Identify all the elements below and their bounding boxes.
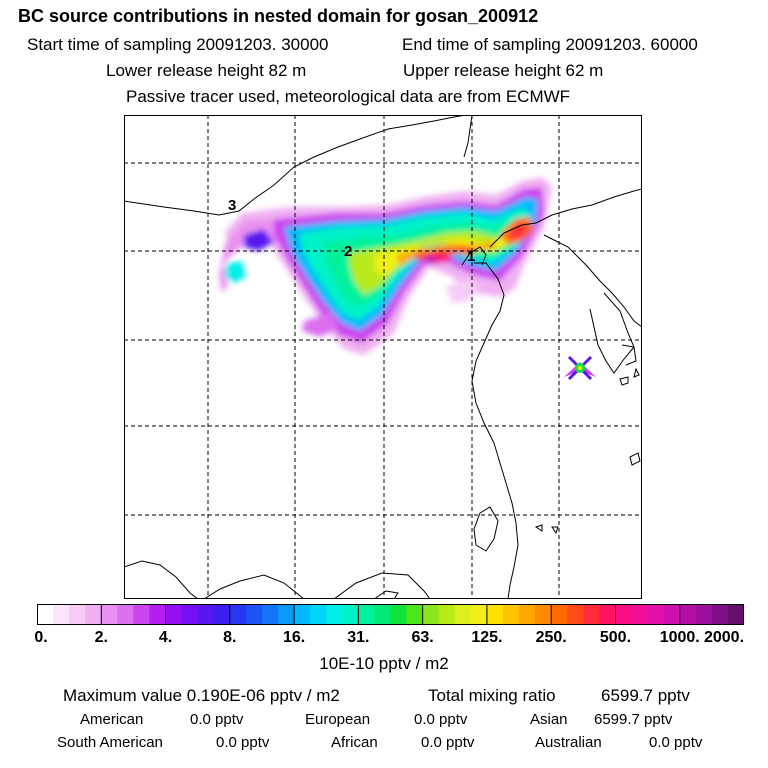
colorbar-tick-label: 1000. xyxy=(659,629,700,646)
region-name-american: American xyxy=(80,711,144,728)
tracer-note: Passive tracer used, meteorological data… xyxy=(126,87,571,106)
start-time-label: Start time of sampling 20091203. 30000 xyxy=(27,35,329,54)
colorbar-cell xyxy=(583,604,600,625)
concentration-plume xyxy=(219,177,552,355)
colorbar-tick-label: 2000. xyxy=(703,629,745,646)
colorbar-tick-label: 31. xyxy=(347,629,370,646)
region-name-african: African xyxy=(331,734,378,751)
colorbar-tick-label: 500. xyxy=(599,629,632,646)
colorbar-cell xyxy=(37,604,54,625)
colorbar-tick-label: 16. xyxy=(282,629,306,646)
colorbar-cell xyxy=(679,604,697,625)
colorbar-cell xyxy=(229,604,247,625)
colorbar-cell xyxy=(615,604,632,625)
receptor-marker xyxy=(564,355,596,381)
map-panel: 3 2 1 xyxy=(124,115,642,599)
graticule xyxy=(124,115,642,599)
colorbar-cell xyxy=(358,604,375,625)
colorbar-cell xyxy=(390,604,407,625)
colorbar-cell xyxy=(245,604,263,625)
map-svg: 3 2 1 xyxy=(124,115,642,599)
colorbar-cell xyxy=(502,604,520,625)
coastlines xyxy=(124,115,642,599)
colorbar-tick-label: 4. xyxy=(158,629,173,646)
end-time-label: End time of sampling 20091203. 60000 xyxy=(402,35,698,54)
region-label-3: 3 xyxy=(228,197,236,214)
colorbar-units: 10E-10 pptv / m2 xyxy=(319,654,449,673)
colorbar-cell xyxy=(406,604,424,625)
region-value-australian: 0.0 pptv xyxy=(649,734,703,751)
region-name-australian: Australian xyxy=(535,734,602,751)
colorbar-cell xyxy=(213,604,231,625)
colorbar-cell xyxy=(647,604,665,625)
colorbar-cell xyxy=(535,604,552,625)
region-label-1: 1 xyxy=(467,248,475,265)
colorbar-cell xyxy=(278,604,295,625)
colorbar-tick-label: 250. xyxy=(535,629,567,646)
colorbar-tick-label: 0. xyxy=(34,629,48,646)
colorbar-cell xyxy=(711,604,729,625)
colorbar-cell xyxy=(599,604,616,625)
colorbar-cell xyxy=(551,604,568,625)
upper-release-height-label: Upper release height 62 m xyxy=(403,61,604,80)
colorbar-cell xyxy=(695,604,713,625)
colorbar-cell xyxy=(470,604,488,625)
colorbar-cell xyxy=(133,604,150,625)
colorbar xyxy=(37,604,744,625)
colorbar-cell xyxy=(567,604,584,625)
colorbar-cell xyxy=(165,604,183,625)
region-value-african: 0.0 pptv xyxy=(421,734,475,751)
colorbar-cell xyxy=(438,604,456,625)
region-label-2: 2 xyxy=(344,243,352,260)
plot-title: BC source contributions in nested domain… xyxy=(18,6,539,26)
colorbar-cell xyxy=(310,604,327,625)
colorbar-cell xyxy=(422,604,440,625)
colorbar-cell xyxy=(149,604,166,625)
colorbar-cell xyxy=(519,604,536,625)
colorbar-cell xyxy=(663,604,681,625)
colorbar-cell xyxy=(117,604,134,625)
colorbar-cell xyxy=(69,604,86,625)
total-mixing-ratio-value: 6599.7 pptv xyxy=(601,686,690,705)
colorbar-cell xyxy=(85,604,102,625)
region-value-asian: 6599.7 pptv xyxy=(594,711,673,728)
colorbar-tick-label: 63. xyxy=(411,629,434,646)
colorbar-cell xyxy=(261,604,279,625)
colorbar-tick-label: 2. xyxy=(94,629,108,646)
map-frame xyxy=(124,115,642,599)
colorbar-cell xyxy=(294,604,311,625)
region-name-asian: Asian xyxy=(530,711,568,728)
colorbar-tick-label: 125. xyxy=(471,629,503,646)
total-mixing-ratio-label: Total mixing ratio xyxy=(428,686,556,705)
maximum-value-label: Maximum value 0.190E-06 pptv / m2 xyxy=(63,686,340,705)
colorbar-cell xyxy=(53,604,70,625)
region-value-south-american: 0.0 pptv xyxy=(216,734,270,751)
colorbar-cell xyxy=(454,604,472,625)
colorbar-cell xyxy=(631,604,648,625)
lower-release-height-label: Lower release height 82 m xyxy=(106,61,307,80)
colorbar-tick-label: 8. xyxy=(223,629,237,646)
colorbar-cell xyxy=(727,604,744,625)
region-value-european: 0.0 pptv xyxy=(414,711,468,728)
colorbar-cell xyxy=(374,604,391,625)
colorbar-cell xyxy=(486,604,504,625)
colorbar-cell xyxy=(326,604,343,625)
colorbar-cell xyxy=(342,604,359,625)
colorbar-cell xyxy=(101,604,118,625)
region-name-south-american: South American xyxy=(57,734,163,751)
colorbar-cell xyxy=(197,604,215,625)
colorbar-cell xyxy=(181,604,199,625)
region-value-american: 0.0 pptv xyxy=(190,711,244,728)
region-name-european: European xyxy=(305,711,371,728)
